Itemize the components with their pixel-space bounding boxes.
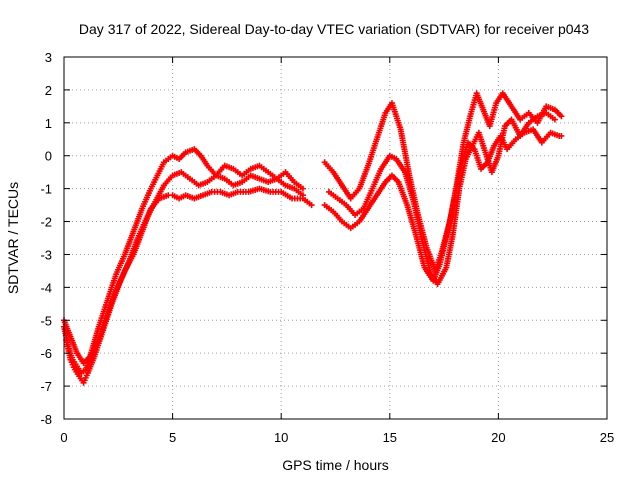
y-tick-label: -6 xyxy=(40,346,52,361)
data-point xyxy=(558,113,565,120)
data-point xyxy=(299,185,306,192)
y-tick-label: -2 xyxy=(40,215,52,230)
y-tick-label: -1 xyxy=(40,182,52,197)
y-tick-label: 1 xyxy=(45,116,52,131)
data-point xyxy=(551,116,558,123)
axis-ticks: 0 5 10 15 20 25 -8 -7 -6 -5 -4 -3 -2 -1 0 1 2 3 xyxy=(40,50,614,445)
y-tick-label: 3 xyxy=(45,50,52,65)
y-tick-label: -8 xyxy=(40,412,52,427)
y-tick-label: -5 xyxy=(40,313,52,328)
x-tick-label: 20 xyxy=(491,430,505,445)
data-point xyxy=(308,202,315,209)
plot-frame xyxy=(63,56,608,420)
x-tick-label: 5 xyxy=(169,430,176,445)
grid xyxy=(64,57,607,419)
x-axis-label: GPS time / hours xyxy=(282,457,389,473)
y-tick-label: -7 xyxy=(40,379,52,394)
chart-title: Day 317 of 2022, Sidereal Day-to-day VTE… xyxy=(79,21,589,37)
y-axis-label: SDTVAR / TECUs xyxy=(5,182,21,294)
y-tick-label: -4 xyxy=(40,280,52,295)
x-tick-label: 25 xyxy=(600,430,614,445)
series-track-3 xyxy=(61,90,565,367)
data-points xyxy=(61,90,565,386)
series-track-2 xyxy=(63,109,558,386)
data-point xyxy=(299,192,306,199)
x-tick-label: 10 xyxy=(274,430,288,445)
y-tick-label: 2 xyxy=(45,83,52,98)
y-tick-label: 0 xyxy=(45,149,52,164)
y-tick-label: -3 xyxy=(40,247,52,262)
x-tick-label: 0 xyxy=(60,430,67,445)
data-point xyxy=(558,132,565,139)
x-tick-label: 15 xyxy=(383,430,397,445)
